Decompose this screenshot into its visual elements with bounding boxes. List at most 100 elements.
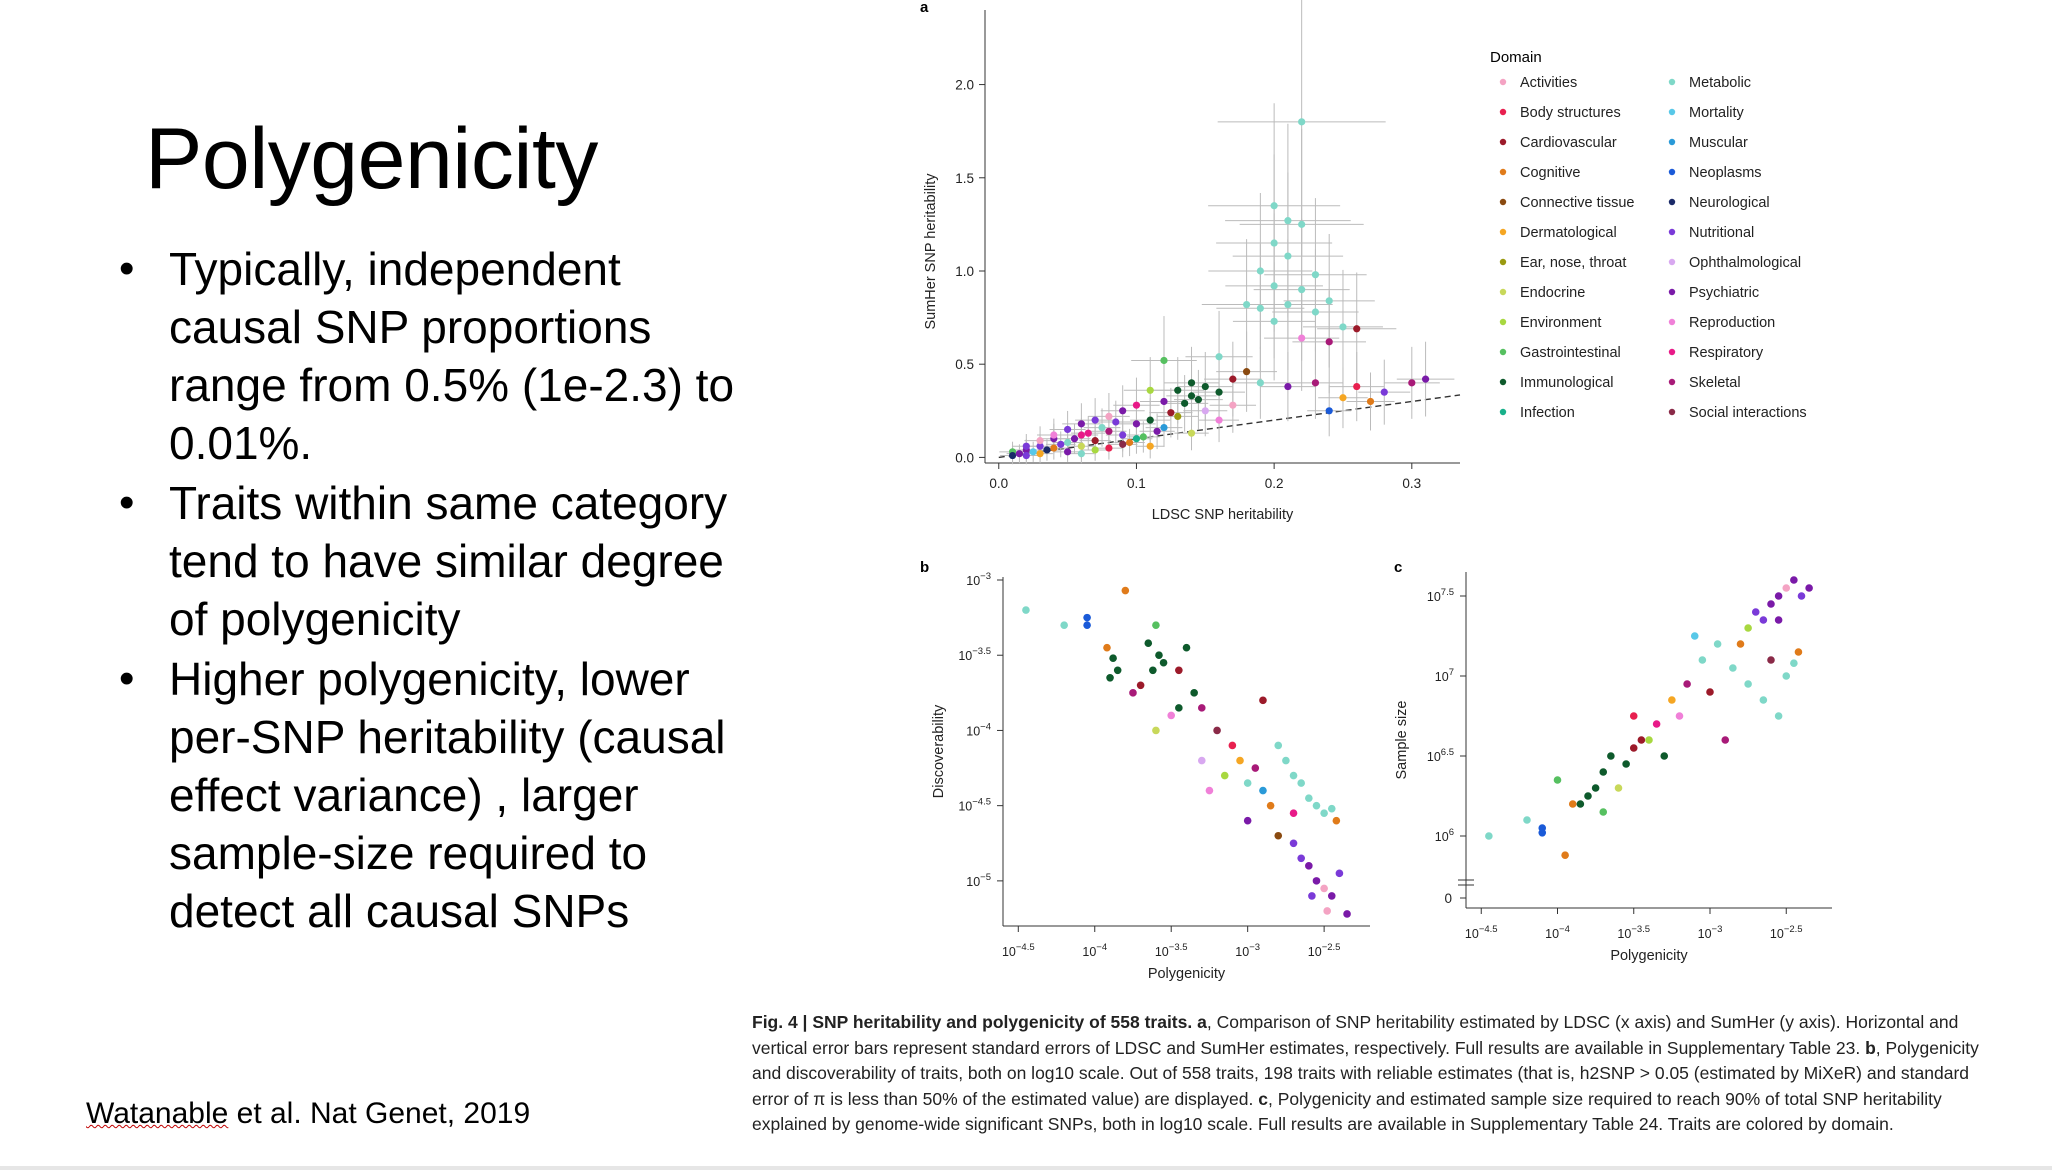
data-point [1105, 444, 1113, 452]
data-point [1325, 297, 1333, 305]
data-point [1675, 712, 1684, 720]
data-point [1312, 877, 1321, 885]
data-point [1167, 711, 1176, 720]
data-point [1050, 444, 1058, 452]
bullet-item: Higher polygenicity, lower per-SNP herit… [115, 650, 755, 940]
data-point [1159, 658, 1168, 667]
legend-dot [1668, 168, 1676, 176]
data-point [1083, 613, 1091, 622]
data-point [1645, 736, 1653, 744]
y-tick-label: 0 [1444, 891, 1452, 906]
data-point [1112, 418, 1120, 426]
legend-label: Immunological [1520, 375, 1614, 391]
legend-dot [1499, 228, 1507, 236]
legend-dot [1668, 228, 1676, 236]
data-point [1215, 353, 1223, 361]
data-point [1125, 438, 1134, 447]
data-point [1774, 616, 1783, 624]
data-point [1182, 643, 1191, 652]
data-point [1744, 680, 1752, 688]
data-point [1057, 440, 1065, 448]
y-tick-label: 2.0 [955, 78, 974, 93]
data-point [1036, 437, 1044, 445]
data-point [1289, 771, 1298, 780]
legend-dot [1668, 378, 1676, 386]
data-point [1660, 752, 1669, 760]
data-point [1152, 621, 1160, 629]
data-point [1132, 420, 1141, 428]
legend-dot [1499, 288, 1507, 296]
panel-label-c: c [1394, 559, 1402, 576]
tick-label: 10−5 [966, 872, 991, 889]
data-point [1683, 680, 1691, 688]
data-point [1284, 217, 1292, 225]
data-point [1152, 726, 1160, 735]
legend-dot [1499, 258, 1507, 266]
data-point [1584, 792, 1592, 800]
legend-label: Cognitive [1520, 165, 1580, 181]
data-point [1146, 442, 1154, 450]
data-point [1274, 831, 1283, 840]
data-point [1132, 401, 1141, 409]
data-point [1298, 118, 1306, 126]
panel-b-scatter: 10−4.5 10−4 10−3.5 10−3 10−2.5 10−3 10−3.5 10−4… [931, 571, 1370, 982]
data-point [1305, 862, 1313, 870]
legend-label: Infection [1520, 405, 1575, 421]
data-point [1553, 776, 1562, 784]
legend-dot [1668, 138, 1676, 146]
data-point [1229, 401, 1237, 409]
tick-label: 10−4 [966, 721, 991, 738]
data-point [1327, 892, 1336, 900]
data-point [1736, 640, 1745, 648]
data-point [1729, 664, 1737, 672]
legend-label: Ear, nose, throat [1520, 255, 1626, 271]
data-point [1366, 397, 1375, 406]
tick-label: 107.5 [1427, 587, 1454, 604]
legend-label: Nutritional [1689, 225, 1754, 241]
data-point [1174, 412, 1182, 420]
data-point [1797, 592, 1806, 600]
data-point [1259, 786, 1267, 795]
legend-label: Social interactions [1689, 405, 1807, 421]
data-point [1289, 809, 1298, 817]
data-point [1325, 407, 1333, 415]
data-point [1243, 779, 1252, 787]
legend-label: Body structures [1520, 105, 1621, 121]
legend-label: Cardiovascular [1520, 135, 1617, 151]
data-point [1284, 252, 1292, 260]
legend-dot [1668, 258, 1676, 266]
data-point [1119, 431, 1127, 439]
data-point [1106, 673, 1114, 682]
legend-label: Skeletal [1689, 375, 1741, 391]
tick-label: 10−2.5 [1770, 924, 1803, 941]
data-point [1008, 451, 1017, 460]
data-point [1690, 632, 1699, 640]
data-point [1083, 621, 1091, 629]
data-point [1175, 704, 1183, 712]
data-point [1215, 416, 1223, 424]
data-point [1070, 435, 1079, 443]
tick-label: 10−3 [1235, 942, 1260, 959]
data-point [1270, 202, 1278, 210]
data-point [1298, 334, 1306, 342]
data-point [1607, 752, 1615, 760]
data-point [1713, 640, 1722, 648]
data-point [1022, 606, 1030, 614]
data-point [1353, 382, 1361, 391]
data-point [1215, 388, 1223, 396]
legend-dot [1499, 108, 1507, 116]
data-point [1353, 325, 1361, 333]
legend-label: Dermatological [1520, 225, 1617, 241]
data-point [1105, 412, 1113, 420]
data-point [1197, 756, 1206, 765]
legend-dot [1499, 348, 1507, 356]
legend-dot [1499, 318, 1507, 326]
panel-label-a: a [920, 0, 929, 16]
data-point [1408, 379, 1416, 387]
data-point [1050, 431, 1058, 439]
legend-label: Gastrointestinal [1520, 345, 1621, 361]
tick-label: 10−3.5 [958, 646, 991, 663]
legend-dot [1668, 198, 1676, 206]
caption-c-text: , Polygenicity and estimated sample size… [752, 1088, 1942, 1135]
